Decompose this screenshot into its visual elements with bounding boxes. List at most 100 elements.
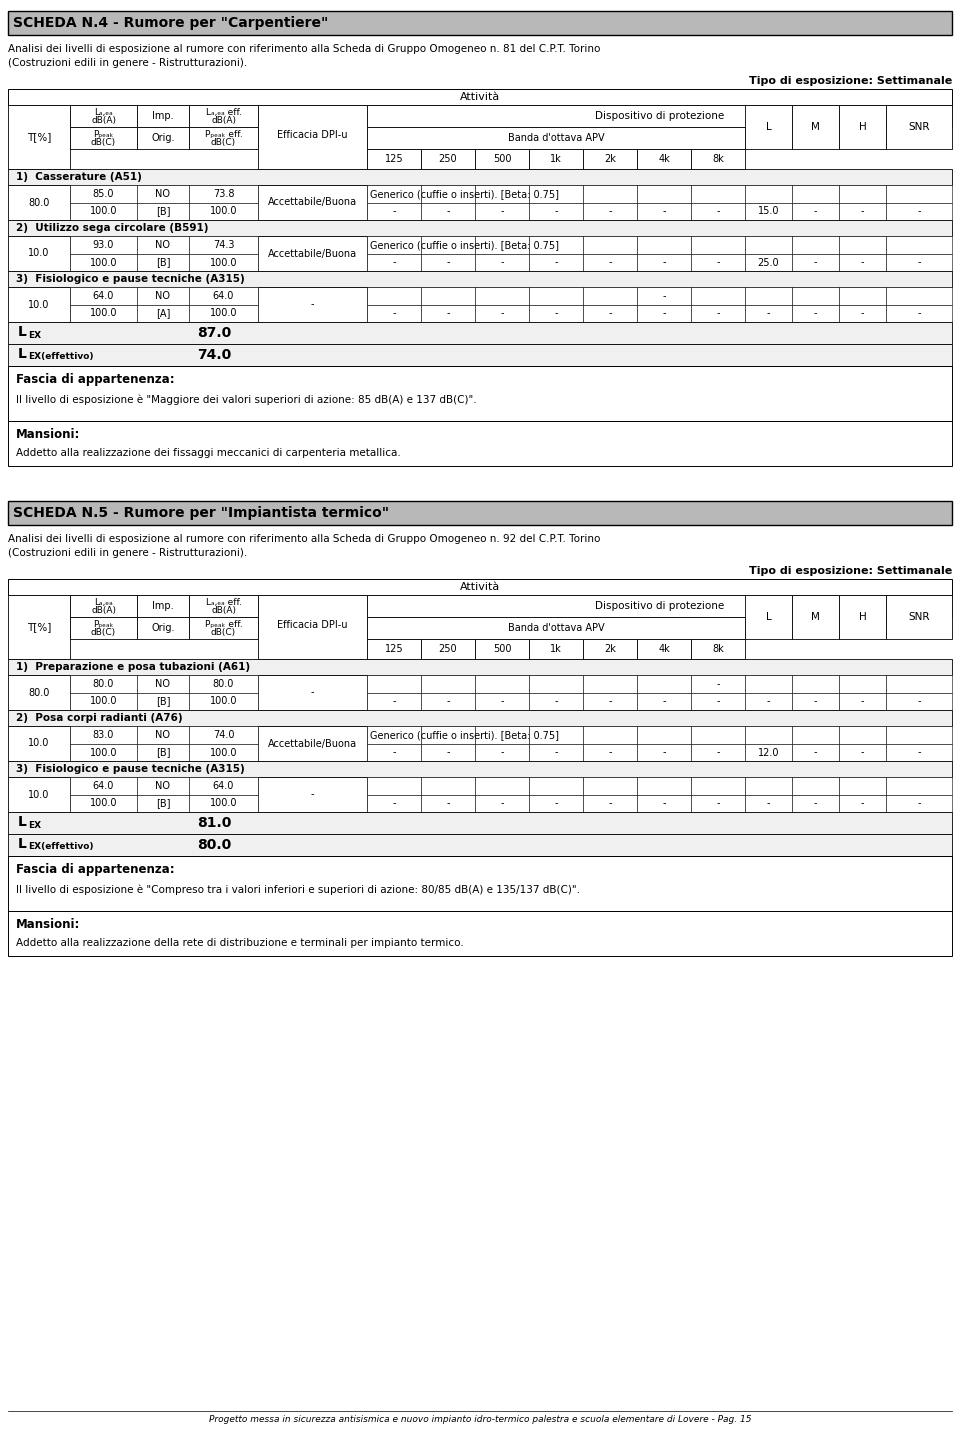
Bar	[8, 185, 70, 220]
Text: Banda d'ottava APV: Banda d'ottava APV	[508, 622, 604, 633]
Text: NO: NO	[156, 781, 171, 791]
Text: dB(A): dB(A)	[211, 605, 236, 614]
Bar	[745, 595, 792, 640]
Bar	[529, 640, 583, 660]
Text: [B]: [B]	[156, 798, 170, 809]
Text: 10.0: 10.0	[28, 790, 50, 800]
Bar	[189, 253, 258, 270]
Bar	[886, 305, 952, 322]
Text: -: -	[609, 798, 612, 809]
Text: -: -	[917, 697, 921, 707]
Bar	[421, 149, 475, 169]
Text: -: -	[393, 206, 396, 216]
Bar	[839, 253, 886, 270]
Bar	[137, 796, 189, 811]
Bar	[792, 693, 839, 710]
Text: -: -	[500, 206, 504, 216]
Text: dB(C): dB(C)	[211, 137, 236, 146]
Bar	[583, 288, 637, 305]
Text: Pₚₑₐₖ eff.: Pₚₑₐₖ eff.	[204, 129, 242, 139]
Text: Addetto alla realizzazione della rete di distribuzione e terminali per impianto : Addetto alla realizzazione della rete di…	[16, 937, 464, 947]
Text: -: -	[500, 747, 504, 757]
Bar	[421, 640, 475, 660]
Text: (Costruzioni edili in genere - Ristrutturazioni).: (Costruzioni edili in genere - Ristruttu…	[8, 548, 248, 558]
Text: H: H	[858, 612, 866, 622]
Text: -: -	[311, 299, 314, 309]
Text: 2)  Utilizzo sega circolare (B591): 2) Utilizzo sega circolare (B591)	[16, 223, 208, 233]
Bar	[367, 149, 421, 169]
Bar	[421, 203, 475, 220]
Text: 87.0: 87.0	[197, 326, 231, 341]
Bar	[583, 149, 637, 169]
Text: Lₐ,ₑₐ: Lₐ,ₑₐ	[94, 107, 113, 116]
Text: Fascia di appartenenza:: Fascia di appartenenza:	[16, 373, 175, 386]
Bar	[8, 710, 952, 726]
Text: -: -	[917, 309, 921, 319]
Text: Pₚₑₐₖ eff.: Pₚₑₐₖ eff.	[204, 620, 242, 628]
Text: Tipo di esposizione: Settimanale: Tipo di esposizione: Settimanale	[749, 76, 952, 86]
Text: 81.0: 81.0	[197, 816, 231, 830]
Text: -: -	[446, 798, 449, 809]
Text: [B]: [B]	[156, 206, 170, 216]
Text: 125: 125	[385, 155, 403, 165]
Bar	[475, 149, 529, 169]
Text: 1k: 1k	[550, 155, 562, 165]
Text: -: -	[393, 798, 396, 809]
Text: -: -	[609, 747, 612, 757]
Bar	[8, 421, 952, 467]
Bar	[886, 288, 952, 305]
Text: -: -	[446, 309, 449, 319]
Text: -: -	[662, 697, 665, 707]
Bar	[886, 744, 952, 761]
Text: [B]: [B]	[156, 697, 170, 707]
Text: -: -	[767, 798, 770, 809]
Text: -: -	[662, 206, 665, 216]
Bar	[691, 288, 745, 305]
Text: -: -	[500, 258, 504, 268]
Text: -: -	[554, 206, 558, 216]
Text: -: -	[554, 747, 558, 757]
Bar	[70, 305, 137, 322]
Bar	[367, 305, 421, 322]
Bar	[529, 149, 583, 169]
Bar	[475, 796, 529, 811]
Bar	[8, 811, 952, 834]
Bar	[8, 343, 952, 366]
Text: 80.0: 80.0	[213, 678, 234, 688]
Bar	[583, 236, 637, 253]
Text: Dispositivo di protezione: Dispositivo di protezione	[595, 112, 724, 122]
Bar	[886, 675, 952, 693]
Text: 1k: 1k	[550, 644, 562, 654]
Text: -: -	[609, 206, 612, 216]
Text: T[%]: T[%]	[27, 132, 51, 142]
Bar	[583, 305, 637, 322]
Bar	[475, 253, 529, 270]
Bar	[8, 580, 952, 595]
Text: 83.0: 83.0	[93, 730, 114, 740]
Text: -: -	[393, 258, 396, 268]
Text: 3)  Fisiologico e pause tecniche (A315): 3) Fisiologico e pause tecniche (A315)	[16, 764, 245, 774]
Text: M: M	[811, 122, 820, 132]
Text: 100.0: 100.0	[209, 258, 237, 268]
Bar	[745, 796, 792, 811]
Text: -: -	[861, 697, 864, 707]
Bar	[421, 726, 475, 744]
Bar	[70, 796, 137, 811]
Bar	[70, 744, 137, 761]
Bar	[367, 777, 421, 796]
Text: 1)  Casserature (A51): 1) Casserature (A51)	[16, 172, 142, 182]
Bar	[691, 305, 745, 322]
Bar	[8, 89, 952, 104]
Text: -: -	[767, 309, 770, 319]
Text: 500: 500	[492, 155, 512, 165]
Bar	[137, 617, 189, 640]
Text: 73.8: 73.8	[213, 189, 234, 199]
Text: -: -	[861, 798, 864, 809]
Bar	[8, 169, 952, 185]
Text: Attività: Attività	[460, 92, 500, 102]
Bar	[8, 104, 70, 169]
Bar	[475, 726, 529, 744]
Text: NO: NO	[156, 189, 171, 199]
Bar	[637, 305, 691, 322]
Text: -: -	[814, 309, 817, 319]
